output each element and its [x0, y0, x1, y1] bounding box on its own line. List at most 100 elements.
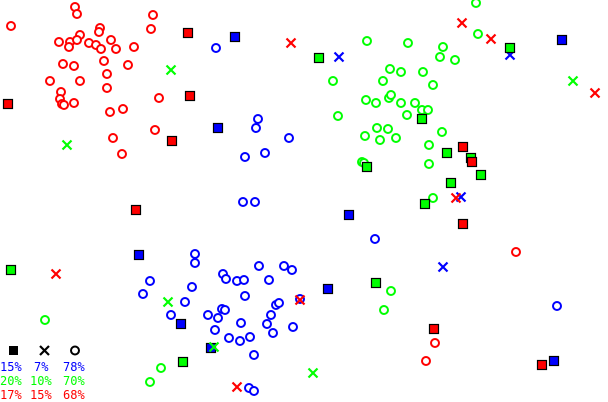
square-point [2, 98, 14, 110]
circle-point [190, 258, 200, 268]
circle-point [360, 131, 370, 141]
x-point [61, 139, 73, 151]
circle-point [430, 338, 440, 348]
x-point [589, 87, 601, 99]
circle-point [402, 110, 412, 120]
circle-point [284, 133, 294, 143]
circle-point [437, 127, 447, 137]
square-point [182, 27, 194, 39]
circle-point [221, 274, 231, 284]
circle-point [220, 305, 230, 315]
circle-point [279, 261, 289, 271]
circle-point [396, 98, 406, 108]
square-point [133, 249, 145, 261]
circle-point [264, 275, 274, 285]
legend-blue-x: 7% [34, 360, 49, 374]
circle-point [262, 319, 272, 329]
legend-x-icon [39, 345, 50, 356]
circle-point [423, 105, 433, 115]
circle-point [249, 350, 259, 360]
legend-red-x: 15% [30, 388, 52, 402]
circle-point [111, 44, 121, 54]
circle-point [156, 363, 166, 373]
circle-point [428, 193, 438, 203]
square-point [457, 141, 469, 153]
circle-point [239, 275, 249, 285]
circle-point [96, 44, 106, 54]
square-point [548, 355, 560, 367]
legend-red-square: 17% [0, 388, 22, 402]
circle-point [94, 27, 104, 37]
square-point [416, 113, 428, 125]
circle-point [424, 140, 434, 150]
circle-point [250, 197, 260, 207]
x-point [333, 51, 345, 63]
circle-point [260, 148, 270, 158]
circle-point [396, 67, 406, 77]
square-point [428, 323, 440, 335]
circle-point [166, 310, 176, 320]
circle-point [249, 386, 259, 396]
circle-point [123, 60, 133, 70]
square-point [177, 356, 189, 368]
circle-point [154, 93, 164, 103]
circle-point [129, 42, 139, 52]
circle-point [511, 247, 521, 257]
circle-point [102, 83, 112, 93]
circle-point [378, 76, 388, 86]
circle-point [370, 234, 380, 244]
circle-point [391, 133, 401, 143]
circle-point [210, 325, 220, 335]
circle-point [438, 42, 448, 52]
circle-point [240, 152, 250, 162]
circle-point [72, 9, 82, 19]
legend-green-x: 10% [30, 374, 52, 388]
circle-point [421, 356, 431, 366]
circle-point [235, 336, 245, 346]
square-point [212, 122, 224, 134]
circle-point [203, 310, 213, 320]
circle-point [372, 123, 382, 133]
square-point [184, 90, 196, 102]
circle-point [552, 301, 562, 311]
circle-point [418, 67, 428, 77]
circle-point [117, 149, 127, 159]
circle-point [386, 286, 396, 296]
legend-square-icon [9, 346, 18, 355]
circle-point [371, 98, 381, 108]
circle-point [266, 310, 276, 320]
circle-point [450, 55, 460, 65]
circle-point [105, 107, 115, 117]
circle-point [287, 265, 297, 275]
circle-point [240, 291, 250, 301]
circle-point [328, 76, 338, 86]
x-point [285, 37, 297, 49]
x-point [567, 75, 579, 87]
circle-point [435, 52, 445, 62]
legend-green-square: 20% [0, 374, 22, 388]
circle-point [211, 43, 221, 53]
circle-point [54, 37, 64, 47]
circle-point [386, 90, 396, 100]
circle-point [288, 322, 298, 332]
circle-point [106, 35, 116, 45]
legend-blue-circle: 78% [63, 360, 85, 374]
square-point [313, 52, 325, 64]
circle-point [64, 42, 74, 52]
circle-point [69, 98, 79, 108]
circle-point [118, 104, 128, 114]
circle-point [428, 80, 438, 90]
circle-point [379, 305, 389, 315]
legend-blue-square: 15% [0, 360, 22, 374]
circle-point [58, 59, 68, 69]
circle-point [108, 133, 118, 143]
x-point [162, 296, 174, 308]
circle-point [146, 24, 156, 34]
x-point [294, 294, 306, 306]
circle-point [148, 10, 158, 20]
circle-point [224, 333, 234, 343]
x-point [50, 268, 62, 280]
circle-point [190, 249, 200, 259]
circle-point [138, 289, 148, 299]
square-point [457, 218, 469, 230]
